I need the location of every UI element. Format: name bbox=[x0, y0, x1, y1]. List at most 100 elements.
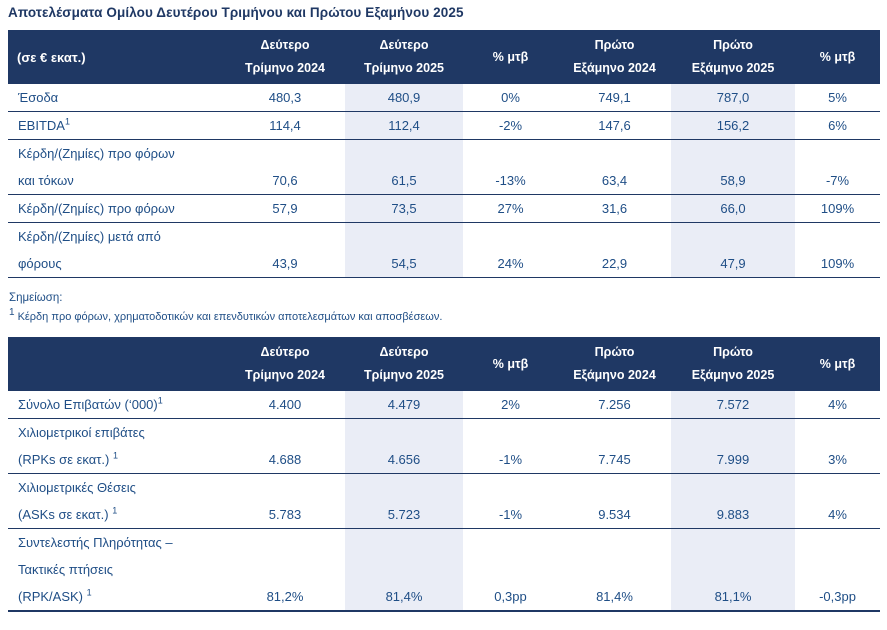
header-col-pct-chg-half: % μτβ bbox=[795, 337, 880, 391]
results-page: Αποτελέσματα Ομίλου Δευτέρου Τριμήνου κα… bbox=[8, 5, 880, 612]
cell-h1-2025: 58,9 bbox=[671, 139, 795, 195]
table-row: Κέρδη/(Ζημίες) προ φόρων 57,9 73,5 27% 31,6 6… bbox=[8, 194, 880, 223]
header-line: % μτβ bbox=[492, 356, 529, 371]
cell-pct-chg-qtr: -1% bbox=[463, 473, 558, 529]
note-text: 1 Κέρδη προ φόρων, χρηματοδοτικών και επε… bbox=[9, 308, 880, 325]
cell-q2-2025: 61,5 bbox=[345, 139, 463, 195]
row-label-line: Κέρδη/(Ζημίες) προ φόρων bbox=[18, 195, 225, 222]
row-label-line: Σύνολο Επιβατών (‘000)1 bbox=[18, 391, 225, 418]
header-line: Εξάμηνο 2024 bbox=[573, 61, 656, 75]
row-label-text: Έσοδα bbox=[18, 90, 59, 105]
row-label-line: Συντελεστής Πληρότητας – bbox=[18, 529, 225, 556]
traffic-table-header: Δεύτερο Τρίμηνο 2024 Δεύτερο Τρίμηνο 2025 % … bbox=[8, 337, 880, 391]
note-heading: Σημείωση: bbox=[9, 292, 63, 304]
header-line: Τρίμηνο 2025 bbox=[364, 61, 444, 75]
cell-q2-2025: 480,9 bbox=[345, 84, 463, 112]
row-label-text: Συντελεστής Πληρότητας – bbox=[18, 535, 173, 550]
row-label-line: Χιλιομετρικοί επιβάτες bbox=[18, 419, 225, 446]
header-col-q2-2025: Δεύτερο Τρίμηνο 2025 bbox=[345, 30, 463, 84]
footnote-marker: 1 bbox=[112, 505, 118, 516]
cell-pct-chg-qtr: 0% bbox=[463, 84, 558, 112]
cell-h1-2025: 7.999 bbox=[671, 418, 795, 474]
cell-h1-2024: 147,6 bbox=[558, 111, 671, 140]
header-line: Πρώτο bbox=[594, 38, 635, 52]
cell-q2-2024: 70,6 bbox=[225, 139, 345, 195]
row-label-line: EBITDA1 bbox=[18, 112, 225, 139]
note-body: Κέρδη προ φόρων, χρηματοδοτικών και επεν… bbox=[17, 311, 443, 323]
row-label-text: Κέρδη/(Ζημίες) προ φόρων bbox=[18, 146, 175, 161]
cell-h1-2025: 156,2 bbox=[671, 111, 795, 140]
row-label-text: (RPK/ASK) bbox=[18, 589, 87, 604]
cell-q2-2024: 5.783 bbox=[225, 473, 345, 529]
financial-table-header: (σε € εκατ.) Δεύτερο Τρίμηνο 2024 Δεύτερο Τρ… bbox=[8, 30, 880, 84]
row-label: Κέρδη/(Ζημίες) μετά από φόρους bbox=[8, 222, 225, 278]
row-label-line: και τόκων bbox=[18, 167, 225, 194]
cell-q2-2025: 5.723 bbox=[345, 473, 463, 529]
cell-pct-chg-half: 4% bbox=[795, 473, 880, 529]
cell-q2-2025: 4.479 bbox=[345, 391, 463, 419]
row-label: EBITDA1 bbox=[8, 111, 225, 140]
cell-pct-chg-half: 109% bbox=[795, 194, 880, 223]
row-label-line: Τακτικές πτήσεις bbox=[18, 556, 225, 583]
row-label-text: Χιλιομετρικές Θέσεις bbox=[18, 480, 136, 495]
financial-results-table: (σε € εκατ.) Δεύτερο Τρίμηνο 2024 Δεύτερο Τρ… bbox=[8, 30, 880, 278]
header-line: Δεύτερο bbox=[379, 345, 429, 359]
header-line: Δεύτερο bbox=[260, 345, 310, 359]
cell-h1-2024: 7.256 bbox=[558, 391, 671, 419]
cell-q2-2025: 54,5 bbox=[345, 222, 463, 278]
header-row: (σε € εκατ.) Δεύτερο Τρίμηνο 2024 Δεύτερο Τρ… bbox=[8, 30, 880, 84]
row-label-text: (ASKs σε εκατ.) bbox=[18, 507, 113, 522]
cell-q2-2024: 43,9 bbox=[225, 222, 345, 278]
cell-q2-2024: 4.688 bbox=[225, 418, 345, 474]
table-row: Έσοδα 480,3 480,9 0% 749,1 787,0 5% bbox=[8, 84, 880, 112]
cell-h1-2025: 81,1% bbox=[671, 528, 795, 612]
cell-h1-2025: 9.883 bbox=[671, 473, 795, 529]
row-label: Χιλιομετρικές Θέσεις (ASKs σε εκατ.) 1 bbox=[8, 473, 225, 529]
cell-h1-2024: 22,9 bbox=[558, 222, 671, 278]
cell-pct-chg-qtr: -2% bbox=[463, 111, 558, 140]
cell-pct-chg-qtr: 0,3pp bbox=[463, 528, 558, 612]
traffic-statistics-table: Δεύτερο Τρίμηνο 2024 Δεύτερο Τρίμηνο 2025 % … bbox=[8, 337, 880, 612]
row-label-line: (RPK/ASK) 1 bbox=[18, 583, 225, 610]
header-col-q2-2024: Δεύτερο Τρίμηνο 2024 bbox=[225, 30, 345, 84]
cell-h1-2024: 63,4 bbox=[558, 139, 671, 195]
row-label-text: (RPKs σε εκατ.) bbox=[18, 452, 113, 467]
cell-q2-2024: 57,9 bbox=[225, 194, 345, 223]
cell-q2-2025: 73,5 bbox=[345, 194, 463, 223]
footnote-marker: 1 bbox=[86, 587, 92, 598]
cell-pct-chg-qtr: 27% bbox=[463, 194, 558, 223]
row-label-text: και τόκων bbox=[18, 173, 74, 188]
table-row: Χιλιομετρικές Θέσεις (ASKs σε εκατ.) 1 5.7… bbox=[8, 473, 880, 529]
traffic-table-body: Σύνολο Επιβατών (‘000)1 4.400 4.479 2% 7.256… bbox=[8, 391, 880, 612]
cell-h1-2025: 787,0 bbox=[671, 84, 795, 112]
row-label-text: φόρους bbox=[18, 256, 62, 271]
footnote-block: Σημείωση: 1 Κέρδη προ φόρων, χρηματοδοτικ… bbox=[9, 291, 880, 325]
header-units-cell: (σε € εκατ.) bbox=[8, 30, 225, 84]
cell-pct-chg-half: 6% bbox=[795, 111, 880, 140]
cell-pct-chg-half: -0,3pp bbox=[795, 528, 880, 612]
header-col-h1-2024: Πρώτο Εξάμηνο 2024 bbox=[558, 30, 671, 84]
header-units-cell bbox=[8, 337, 225, 391]
table-row: Κέρδη/(Ζημίες) μετά από φόρους 43,9 54,5 24%… bbox=[8, 222, 880, 278]
cell-pct-chg-qtr: 24% bbox=[463, 222, 558, 278]
row-label-text: Τακτικές πτήσεις bbox=[18, 562, 114, 577]
table-row: Συντελεστής Πληρότητας – Τακτικές πτήσεις… bbox=[8, 528, 880, 612]
cell-q2-2024: 114,4 bbox=[225, 111, 345, 140]
row-label: Συντελεστής Πληρότητας – Τακτικές πτήσεις… bbox=[8, 528, 225, 612]
header-col-h1-2025: Πρώτο Εξάμηνο 2025 bbox=[671, 337, 795, 391]
row-label-line: Κέρδη/(Ζημίες) μετά από bbox=[18, 223, 225, 250]
row-label: Έσοδα bbox=[8, 84, 225, 112]
cell-pct-chg-half: 5% bbox=[795, 84, 880, 112]
row-label-line: Έσοδα bbox=[18, 84, 225, 111]
footnote-marker: 1 bbox=[157, 395, 163, 406]
row-label-text: Σύνολο Επιβατών (‘000) bbox=[18, 397, 158, 412]
header-line: Πρώτο bbox=[713, 345, 753, 359]
cell-q2-2024: 480,3 bbox=[225, 84, 345, 112]
header-line: Εξάμηνο 2025 bbox=[691, 368, 775, 382]
cell-q2-2025: 81,4% bbox=[345, 528, 463, 612]
header-line: % μτβ bbox=[819, 49, 856, 64]
row-label-line: (RPKs σε εκατ.) 1 bbox=[18, 446, 225, 473]
header-col-h1-2025: Πρώτο Εξάμηνο 2025 bbox=[671, 30, 795, 84]
row-label: Σύνολο Επιβατών (‘000)1 bbox=[8, 391, 225, 419]
